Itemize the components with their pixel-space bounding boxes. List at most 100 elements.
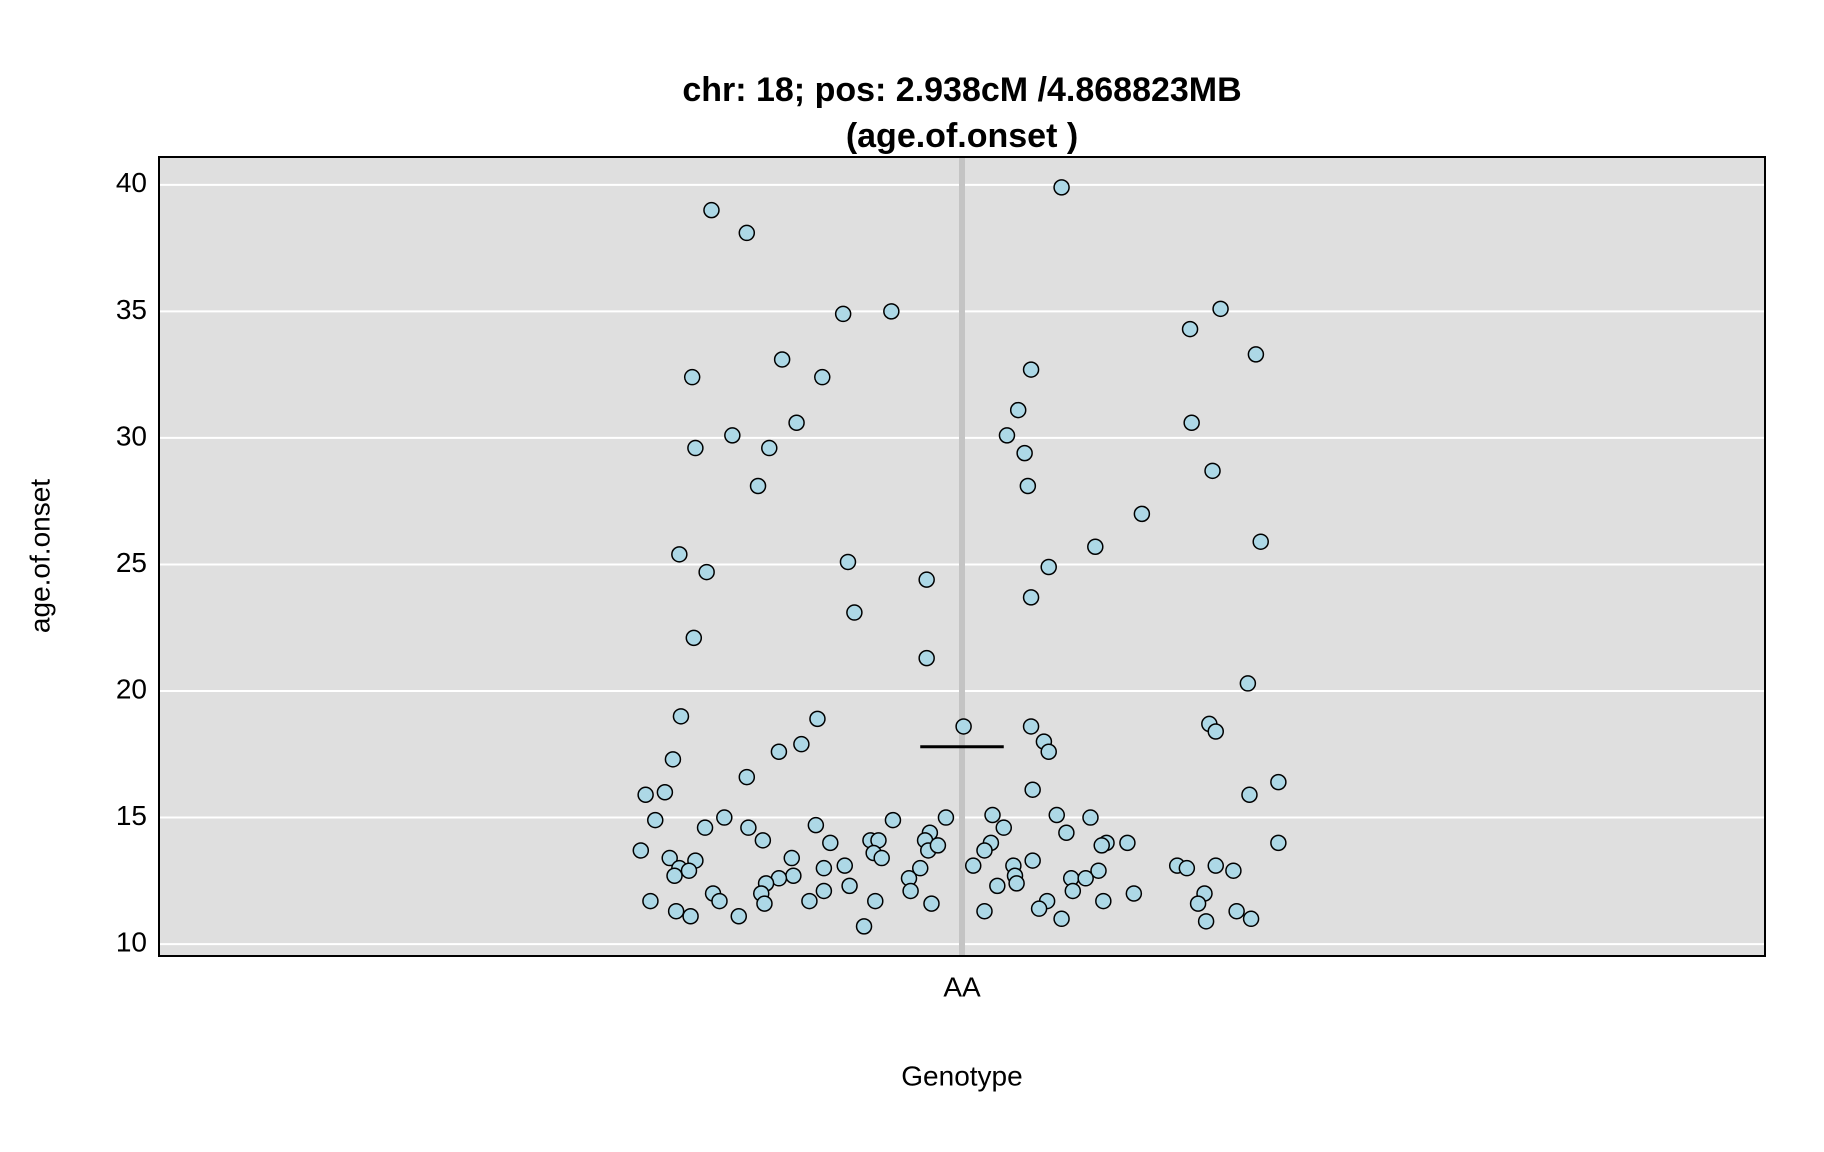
y-axis-label: age.of.onset [24,479,55,633]
point [716,809,733,826]
point [1048,806,1066,824]
point [955,718,972,735]
point [884,811,902,829]
point [637,786,654,804]
point [1064,882,1082,900]
point [822,834,839,852]
point [749,477,767,495]
point [929,837,947,854]
chart-title: chr: 18; pos: 2.938cM /4.868823MB [682,71,1241,109]
y-tick-label: 25 [116,547,147,578]
y-tick-label: 30 [116,420,147,451]
point [1016,444,1033,462]
point [815,882,833,900]
point [1207,857,1224,874]
point [1024,852,1041,869]
plot-border [158,156,1766,957]
point [1077,870,1094,887]
point [666,867,683,885]
point [664,751,682,768]
point [918,571,935,588]
point [1183,414,1200,431]
point [788,414,805,431]
point [883,303,900,320]
point [807,816,825,834]
point [846,604,863,621]
point [984,806,1001,824]
point [1022,361,1040,378]
point [964,857,982,874]
point [1008,875,1025,892]
point [1228,902,1245,920]
point [667,902,685,920]
point [761,439,778,457]
point [1022,718,1040,735]
point [1181,320,1199,338]
point [661,849,678,867]
point [976,902,993,920]
y-tick-label: 40 [116,167,147,198]
point [632,842,650,859]
point [995,819,1013,836]
point [647,811,664,829]
y-tick-label: 20 [116,673,147,704]
point [698,563,715,581]
point [1239,675,1257,692]
point [793,735,810,753]
point [770,743,788,761]
point [801,892,818,910]
point [1053,910,1070,928]
point [1024,781,1041,798]
point [682,908,699,925]
point [814,368,831,386]
point [1242,910,1260,928]
point [1133,505,1151,523]
point [1247,346,1265,363]
x-axis-label: Genotype [901,1060,1022,1091]
point [642,892,659,910]
point [918,649,935,667]
point [1090,862,1107,879]
point [683,368,701,386]
chart-title: (age.of.onset ) [846,117,1078,155]
point [1197,913,1215,930]
y-tick-label: 35 [116,294,147,325]
point [1241,786,1258,804]
point [1087,538,1104,556]
point [998,427,1016,444]
point [1058,824,1075,841]
point [703,201,720,219]
point [773,351,791,368]
point [724,427,741,444]
point [1009,401,1027,419]
point [1095,892,1112,910]
point [696,819,714,836]
point [902,882,919,900]
x-tick-label: AA [943,971,981,1002]
point [711,892,728,910]
point [785,867,802,885]
point [989,877,1006,895]
point [873,849,890,867]
point [671,546,688,563]
point [1040,558,1057,576]
point [1030,900,1048,917]
point [1082,809,1099,826]
point [841,877,858,895]
point [911,859,929,877]
point [687,439,704,457]
point [1207,723,1224,740]
point [834,305,852,323]
point [1225,862,1242,879]
point [754,832,772,849]
y-tick-label: 15 [116,800,147,831]
point [1252,533,1269,550]
point [1119,834,1136,852]
point [680,862,698,879]
point [738,768,756,786]
point [836,857,854,874]
point [756,895,773,912]
point [976,842,993,859]
point [1270,834,1287,852]
point [1270,773,1287,791]
